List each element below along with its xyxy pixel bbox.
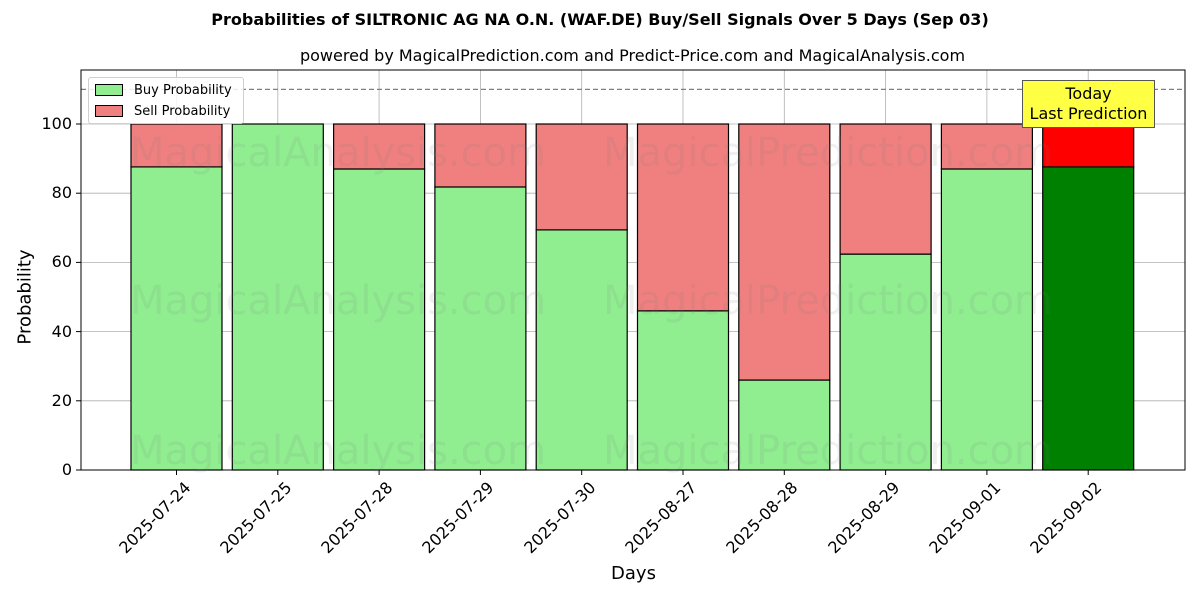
legend-label-buy: Buy Probability [134,82,232,98]
buy-bar [839,253,932,471]
buy-bar [738,379,831,471]
buy-bar [636,310,730,471]
y-tick-label: 80 [51,183,72,203]
buy-bar [434,186,527,471]
y-tick-label: 0 [61,460,72,479]
legend: Buy Probability Sell Probability [88,77,244,124]
legend-item-buy: Buy Probability [95,81,232,99]
sell-bar [130,123,223,168]
sell-swatch-icon [95,105,123,117]
annotation-line-2: Last Prediction [1029,104,1148,123]
buy-bar [940,168,1034,471]
legend-item-sell: Sell Probability [95,102,230,120]
y-tick-label: 60 [51,252,72,272]
sell-bar [1042,123,1135,168]
sell-bar [434,123,527,188]
buy-bar [535,229,628,471]
buy-bar [130,166,223,471]
sell-bar [738,123,831,381]
x-axis-label: Days [611,563,656,584]
y-tick-label: 100 [41,114,72,133]
chart-title: Probabilities of SILTRONIC AG NA O.N. (W… [211,10,989,29]
buy-swatch-icon [95,84,123,96]
annotation-line-1: Today [1065,84,1112,103]
today-annotation: Today Last Prediction [1022,80,1155,128]
sell-bar [940,123,1034,170]
buy-bar [1042,166,1135,471]
sell-bar [333,123,426,170]
sell-bar [839,123,932,255]
sell-bar [535,123,628,231]
chart-subtitle: powered by MagicalPrediction.com and Pre… [299,46,966,65]
buy-bar [231,123,324,471]
y-tick-label: 20 [51,390,72,410]
buy-bar [333,168,426,471]
sell-bar [636,123,730,312]
y-tick-label: 40 [51,321,72,341]
legend-label-sell: Sell Probability [134,103,231,119]
